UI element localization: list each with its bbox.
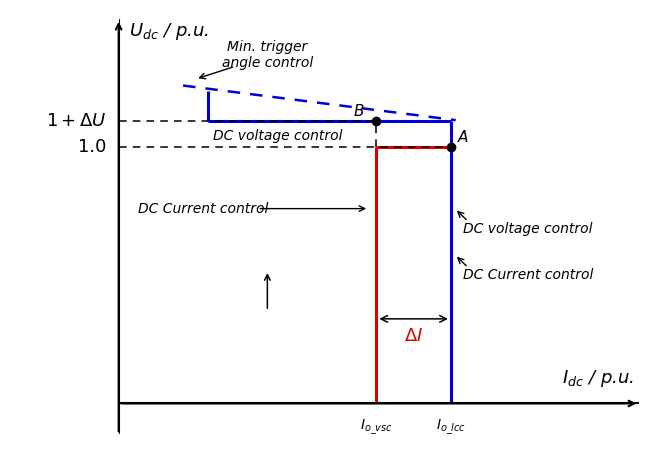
Text: A: A (458, 129, 469, 144)
Text: Min. trigger
angle control: Min. trigger angle control (221, 40, 313, 70)
Text: 1.0: 1.0 (78, 138, 106, 156)
Text: $I_{o\_vsc}$: $I_{o\_vsc}$ (360, 418, 393, 437)
Text: DC Current control: DC Current control (463, 268, 594, 282)
Text: DC voltage control: DC voltage control (213, 129, 342, 143)
Text: $U_{dc}$ / p.u.: $U_{dc}$ / p.u. (129, 21, 208, 42)
Text: DC Current control: DC Current control (138, 202, 269, 216)
Text: B: B (353, 104, 364, 119)
Text: $1+\Delta U$: $1+\Delta U$ (45, 112, 106, 130)
Text: DC voltage control: DC voltage control (463, 222, 592, 236)
Text: $I_{o\_lcc}$: $I_{o\_lcc}$ (436, 418, 466, 437)
Text: $I_{dc}$ / p.u.: $I_{dc}$ / p.u. (562, 368, 634, 389)
Text: $\Delta I$: $\Delta I$ (404, 327, 423, 345)
